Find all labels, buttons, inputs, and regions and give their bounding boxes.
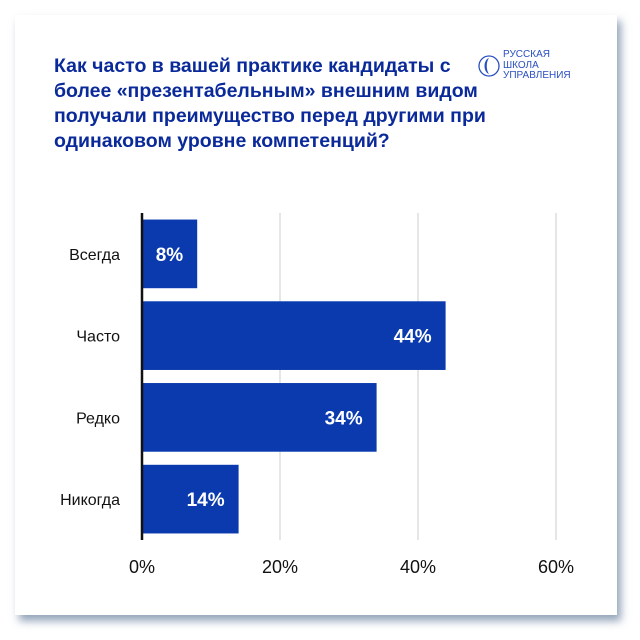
data-label: 44% xyxy=(394,327,432,348)
logo-line: УПРАВЛЕНИЯ xyxy=(503,70,571,81)
category-label: Всегда xyxy=(69,247,120,264)
bar xyxy=(142,383,377,452)
logo: РУССКАЯ ШКОЛА УПРАВЛЕНИЯ xyxy=(478,49,571,82)
bar xyxy=(142,301,446,370)
logo-emblem-icon xyxy=(478,55,500,77)
data-label: 8% xyxy=(156,245,184,266)
category-label: Редко xyxy=(76,410,120,427)
category-label: Никогда xyxy=(60,492,120,509)
bar xyxy=(142,464,239,534)
x-tick-label: 60% xyxy=(538,557,574,577)
chart-title: Как часто в вашей практике кандидаты с б… xyxy=(54,55,486,152)
x-tick-label: 20% xyxy=(262,557,298,577)
logo-line: РУССКАЯ xyxy=(503,49,550,60)
category-label: Часто xyxy=(76,329,120,346)
bar xyxy=(142,219,198,289)
x-tick-label: 40% xyxy=(400,557,436,577)
data-label: 34% xyxy=(325,408,363,429)
x-tick-label: 0% xyxy=(129,557,155,577)
data-label: 14% xyxy=(187,490,225,511)
logo-line: ШКОЛА xyxy=(503,59,539,71)
